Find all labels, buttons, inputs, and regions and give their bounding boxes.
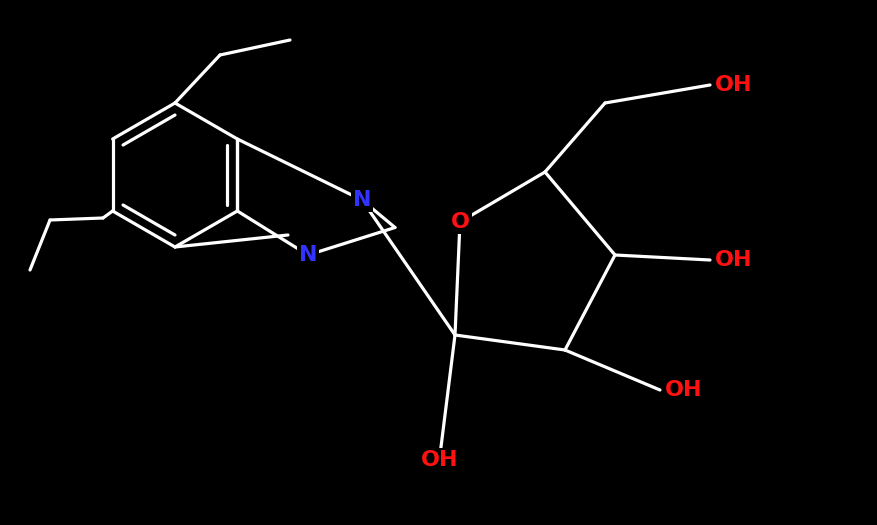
Text: OH: OH bbox=[665, 380, 702, 400]
Text: OH: OH bbox=[715, 75, 752, 95]
Text: N: N bbox=[353, 190, 371, 210]
Text: OH: OH bbox=[715, 250, 752, 270]
Text: O: O bbox=[451, 212, 469, 232]
Text: OH: OH bbox=[421, 450, 459, 470]
Text: N: N bbox=[299, 245, 317, 265]
